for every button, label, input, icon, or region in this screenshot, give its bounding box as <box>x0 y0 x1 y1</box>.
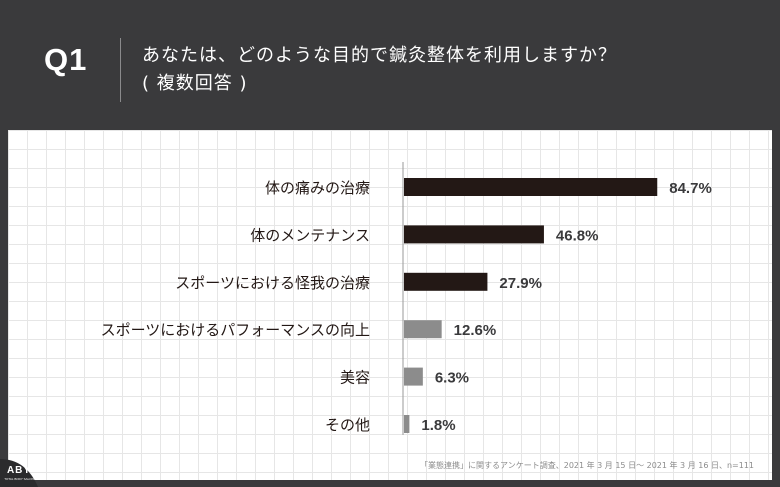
bar <box>404 225 544 244</box>
value-label: 1.8% <box>421 417 455 434</box>
category-label: スポーツにおける怪我の治療 <box>175 274 370 292</box>
logo-text: ABY <box>6 465 32 476</box>
brand-logo: ABY TOTAL BODY SALON <box>0 453 40 487</box>
value-label: 6.3% <box>435 370 469 387</box>
bar <box>404 272 488 291</box>
value-label: 84.7% <box>669 180 712 197</box>
question-line-1: あなたは、どのような目的で鍼灸整体を利用しますか？ <box>142 45 617 66</box>
chart-panel: 体の痛みの治療 84.7% 体のメンテナンス 46.8% スポーツにおける怪我の治療 27… <box>8 130 772 480</box>
question-number: Q1 <box>44 42 88 77</box>
bar <box>404 320 442 339</box>
category-label: スポーツにおけるパフォーマンスの向上 <box>101 321 370 339</box>
question-text: あなたは、どのような目的で鍼灸整体を利用しますか？ ( 複数回答 ) <box>142 42 617 98</box>
category-label: 美容 <box>340 369 370 387</box>
bar <box>404 367 423 386</box>
value-label: 46.8% <box>556 227 599 244</box>
category-label: その他 <box>325 416 370 434</box>
header-divider <box>120 38 121 102</box>
bar-chart: 体の痛みの治療 84.7% 体のメンテナンス 46.8% スポーツにおける怪我の治療 27… <box>101 162 712 435</box>
header: Q1 あなたは、どのような目的で鍼灸整体を利用しますか？ ( 複数回答 ) <box>0 0 780 130</box>
category-label: 体の痛みの治療 <box>265 179 370 197</box>
bar <box>404 415 410 433</box>
question-line-2: ( 複数回答 ) <box>142 73 248 94</box>
value-label: 27.9% <box>499 275 542 292</box>
logo-subtext: TOTAL BODY SALON <box>4 477 34 481</box>
value-label: 12.6% <box>454 322 497 339</box>
logo-shape <box>0 459 38 487</box>
bar <box>404 178 658 196</box>
survey-footnote: 「業態連携」に関するアンケート調査、2021 年 3 月 15 日〜 2021 … <box>420 461 754 470</box>
category-label: 体のメンテナンス <box>250 226 370 244</box>
